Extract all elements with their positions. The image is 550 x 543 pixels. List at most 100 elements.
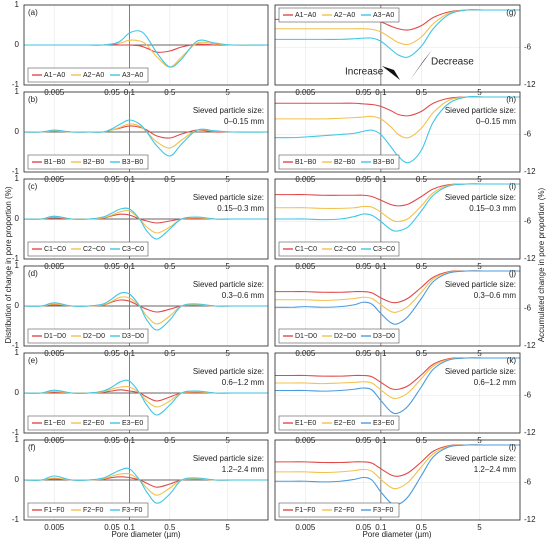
legend-label: A1−A0 [295, 12, 316, 19]
legend-label: F1−F0 [295, 507, 316, 514]
plot-frame [23, 352, 269, 434]
legend-label: E2−E0 [83, 420, 104, 427]
y-axis-title-left: Distribution of change in pore proportio… [4, 186, 13, 343]
legend-label: D1−D0 [44, 333, 66, 340]
y-tick-label: 0 [15, 388, 20, 397]
y-tick-label: -12 [524, 80, 536, 89]
annotation: 0.6–1.2 mm [222, 378, 265, 387]
plot-frame [23, 178, 269, 260]
legend-box [27, 67, 149, 83]
increase-arrow [382, 66, 400, 80]
panel: 0.005 0.05 0.1 0.5 5 -1 0 1 (f) Sieved particle s… [12, 435, 269, 532]
series-line [275, 96, 520, 117]
panel-label: (e) [28, 356, 38, 365]
legend-label: B2−B0 [83, 159, 104, 166]
series-line [24, 119, 268, 157]
y-tick-label: -12 [524, 341, 536, 350]
panel: 0.005 0.05 0.1 0.5 5 -12 -6 (l) Sieved particle … [274, 439, 536, 532]
plot-frame [23, 4, 269, 86]
series-line [24, 467, 268, 504]
legend-label: F3−F0 [373, 507, 394, 514]
y-tick-label: 1 [15, 87, 20, 96]
annotation: Sieved particle size: [193, 367, 264, 376]
legend-label: F1−F0 [44, 507, 65, 514]
series-line [24, 379, 268, 416]
panel-label: (f) [28, 443, 36, 452]
x-axis-title: Pore diameter (µm) [362, 530, 431, 539]
legend-label: B1−B0 [295, 159, 316, 166]
legend-box [27, 502, 149, 518]
x-tick-label: 5 [477, 523, 482, 532]
y-tick-label: 0 [15, 40, 20, 49]
annotation: Sieved particle size: [193, 454, 264, 463]
legend-label: E3−E0 [122, 420, 143, 427]
series-line [24, 291, 268, 331]
y-tick-label: 1 [15, 435, 20, 444]
annotation: Sieved particle size: [193, 193, 264, 202]
annotation: 0.15–0.3 mm [469, 204, 516, 213]
annotation: 0–0.15 mm [224, 117, 264, 126]
legend-label: E1−E0 [44, 420, 65, 427]
legend-box [27, 415, 149, 431]
legend-label: D3−D0 [373, 333, 395, 340]
legend-label: F2−F0 [334, 507, 355, 514]
plot-frame [274, 91, 521, 173]
annotation: Increase [345, 67, 384, 78]
legend-label: E2−E0 [334, 420, 355, 427]
legend-label: C2−C0 [334, 246, 356, 253]
panel-label: (b) [28, 95, 38, 104]
y-tick-label: -6 [524, 478, 532, 487]
legend-label: A3−A0 [373, 12, 394, 19]
series-line [275, 444, 520, 506]
y-tick-label: -6 [524, 217, 532, 226]
panel-label: (a) [28, 8, 38, 17]
y-tick-label: 1 [15, 348, 20, 357]
y-tick-label: -1 [12, 341, 20, 350]
x-tick-label: 0.05 [356, 523, 372, 532]
panel-label: (g) [506, 8, 516, 17]
panel: 0.0050.050.10.55-12-6(g)IncreaseDecrease… [274, 4, 536, 97]
annotation: Sieved particle size: [445, 106, 516, 115]
x-tick-label: 0.005 [44, 523, 65, 532]
annotation: Sieved particle size: [193, 106, 264, 115]
annotation: 0.3–0.6 mm [474, 291, 517, 300]
x-tick-label: 0.1 [124, 523, 136, 532]
plot-frame [274, 178, 521, 260]
legend-label: D2−D0 [334, 333, 356, 340]
y-tick-label: 0 [15, 301, 20, 310]
y-tick-label: 1 [15, 0, 20, 9]
decrease-arrow [410, 50, 432, 80]
series-line [275, 183, 520, 232]
x-axis-title: Pore diameter (µm) [111, 530, 180, 539]
legend-label: B3−B0 [122, 159, 143, 166]
series-line [24, 207, 268, 240]
series-line [275, 96, 520, 139]
y-axis-title-right: Accumulated change in pore proportion (%… [537, 188, 546, 343]
annotation: 0–0.15 mm [476, 117, 516, 126]
plot-frame [23, 439, 269, 521]
y-tick-label: -1 [12, 515, 20, 524]
series-line [275, 183, 520, 223]
legend-label: B3−B0 [373, 159, 394, 166]
annotation: Sieved particle size: [445, 280, 516, 289]
annotation: Decrease [431, 57, 474, 68]
legend-label: F3−F0 [122, 507, 143, 514]
legend-label: C3−C0 [122, 246, 144, 253]
x-tick-label: 0.5 [416, 523, 428, 532]
legend-label: C3−C0 [373, 246, 395, 253]
annotation: 1.2–2.4 mm [222, 465, 265, 474]
panel-label: (c) [28, 182, 38, 191]
legend-box [278, 241, 400, 257]
legend-label: A1−A0 [44, 72, 65, 79]
legend-label: D1−D0 [295, 333, 317, 340]
legend-box [278, 502, 400, 518]
annotation: 0.3–0.6 mm [222, 291, 265, 300]
x-tick-label: 0.5 [164, 523, 176, 532]
plot-frame [23, 265, 269, 347]
